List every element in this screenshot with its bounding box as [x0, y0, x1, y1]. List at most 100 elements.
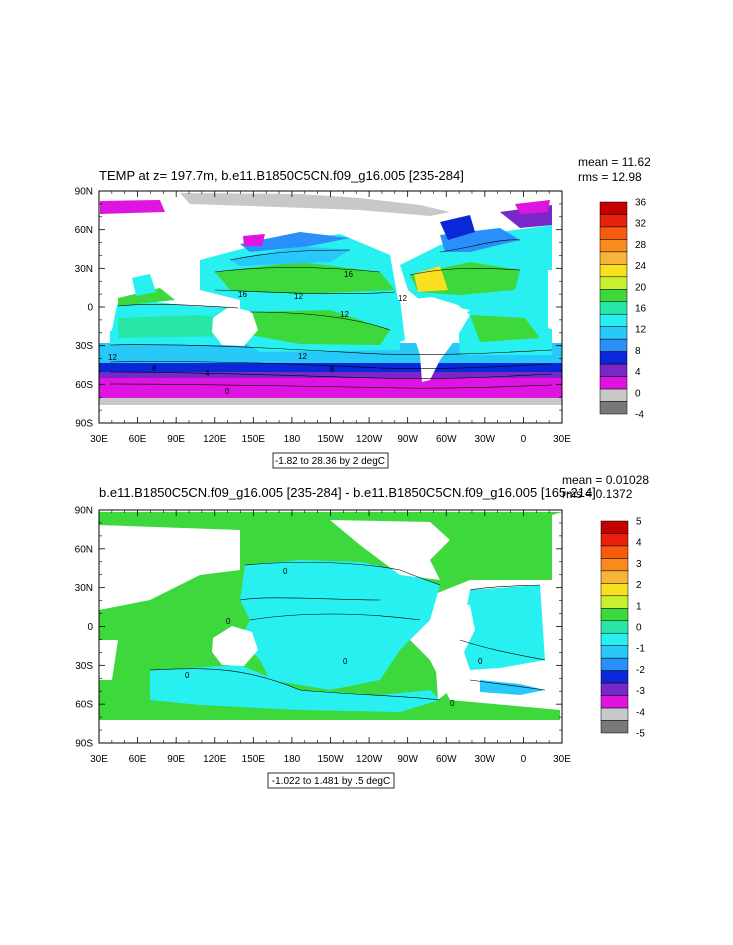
colorbar-swatch	[599, 301, 628, 315]
contour-label: 12	[340, 310, 349, 319]
colorbar-swatch	[600, 682, 629, 696]
south-america	[405, 297, 470, 382]
colorbar-label: 4	[636, 538, 642, 549]
colorbar-label: 20	[635, 282, 647, 293]
contour-label: 0	[185, 671, 190, 680]
lat-label: 60N	[75, 544, 93, 555]
lat-label: 60S	[75, 700, 93, 711]
contour-label: 12	[398, 294, 407, 303]
colorbar-swatch	[599, 326, 628, 340]
lat-label: 90N	[75, 187, 93, 198]
colorbar-swatch	[600, 595, 629, 609]
colorbar-swatch	[600, 707, 629, 721]
lat-label: 90N	[75, 506, 93, 517]
lon-label: 30E	[553, 754, 571, 765]
panel-2-colorbar: 5 4 3 2 1 0 -1 -2 -3 -4 -5	[600, 517, 645, 740]
colorbar-swatch	[599, 313, 628, 327]
panel-1-range-box	[272, 452, 389, 469]
colorbar-label: 8	[635, 346, 641, 357]
colorbar-swatch	[599, 251, 628, 265]
diff-atlantic-cyan	[460, 585, 545, 670]
lon-label: 120W	[356, 754, 383, 765]
panel-2-mean: mean = 0.01028	[562, 473, 649, 487]
lon-label: 30E	[553, 434, 571, 445]
colorbar-swatch	[600, 533, 629, 547]
colorbar-swatch	[599, 338, 628, 352]
lon-label: 90E	[167, 434, 185, 445]
diff-eurasia	[99, 525, 240, 610]
lon-label: 90E	[167, 754, 185, 765]
lon-label: 120W	[356, 434, 383, 445]
lon-label: 60E	[129, 434, 147, 445]
colorbar-label: -4	[636, 707, 645, 718]
panel-1-range-note: -1.82 to 28.36 by 2 degC	[275, 456, 385, 467]
panel-1: TEMP at z= 197.7m, b.e11.B1850C5CN.f09_g…	[75, 155, 651, 469]
colorbar-swatch	[600, 570, 629, 584]
southern-ocean-magenta	[99, 376, 562, 398]
colorbar-swatch	[599, 201, 628, 215]
colorbar-swatch	[599, 276, 628, 290]
colorbar-label: -3	[636, 686, 645, 697]
contour-label: 12	[298, 352, 307, 361]
north-ice	[180, 193, 450, 216]
contour-label: 0	[225, 387, 230, 396]
colorbar-swatch	[600, 545, 629, 559]
lat-label: 30N	[75, 264, 93, 275]
contour-label: 12	[108, 353, 117, 362]
contour-label: 16	[238, 290, 247, 299]
contour-label: 0	[450, 699, 455, 708]
lon-label: 150W	[317, 434, 344, 445]
panel-1-title: TEMP at z= 197.7m, b.e11.B1850C5CN.f09_g…	[99, 168, 464, 183]
colorbar-swatch	[599, 214, 628, 228]
panel-2-axes: 90N 60N 30N 0 30S 60S 90S 30E 60E 90E 120E 150E 180 1…	[75, 506, 572, 766]
lon-label: 30W	[475, 754, 496, 765]
panel-1-contour-labels: 16 16 12 12 12 12 8 4 0 12 8	[108, 270, 407, 396]
colorbar-label: 24	[635, 261, 647, 272]
contour-label: 12	[294, 292, 303, 301]
colorbar-label: -4	[635, 410, 644, 421]
colorbar-label: 4	[635, 367, 641, 378]
contour-label: 8	[152, 364, 157, 373]
contour-label: 0	[283, 567, 288, 576]
diff-pacific-cyan	[240, 560, 440, 690]
colorbar-swatch	[599, 264, 628, 278]
colorbar-swatch	[599, 239, 628, 253]
lon-label: 30E	[90, 434, 108, 445]
southern-ocean-purple	[99, 371, 562, 378]
panel-1-axes: 90N 60N 30N 0 30S 60S 90S 30E 60E 90E 120E 150E 180 1…	[75, 187, 572, 446]
panel-1-colorbar: 36 32 28 24 20 16 12 8 4 0 -4	[599, 198, 647, 421]
lon-label: 150E	[242, 754, 266, 765]
panel-2-range-note: -1.022 to 1.481 by .5 degC	[272, 776, 390, 787]
lat-label: 90S	[75, 419, 93, 430]
lon-label: 0	[521, 754, 527, 765]
contour-label: 0	[226, 617, 231, 626]
southern-africa	[548, 270, 562, 332]
colorbar-swatch	[599, 401, 628, 415]
contour-label: 0	[478, 657, 483, 666]
colorbar-label: -5	[636, 729, 645, 740]
colorbar-swatch	[600, 620, 629, 634]
contour-label: 8	[330, 365, 335, 374]
colorbar-label: 16	[635, 304, 647, 315]
colorbar-label: 2	[636, 580, 642, 591]
lon-label: 90W	[397, 434, 418, 445]
lon-label: 150E	[242, 434, 266, 445]
lon-label: 90W	[397, 754, 418, 765]
lon-label: 120E	[203, 754, 227, 765]
lon-label: 60E	[129, 754, 147, 765]
lat-label: 60S	[75, 380, 93, 391]
colorbar-label: 0	[636, 623, 642, 634]
panel-1-rms: rms = 12.98	[578, 170, 642, 184]
lat-label: 60N	[75, 225, 93, 236]
colorbar-swatch	[600, 695, 629, 709]
lat-label: 30S	[75, 341, 93, 352]
lat-label: 0	[87, 303, 93, 314]
colorbar-label: -2	[636, 665, 645, 676]
panel-2-contour-labels: 0 0 0 0 0 0	[185, 567, 483, 708]
colorbar-swatch	[599, 363, 628, 377]
lat-label: 30N	[75, 583, 93, 594]
colorbar-swatch	[600, 583, 629, 597]
panel-1-map: 16 16 12 12 12 12 8 4 0 12 8	[99, 191, 562, 423]
colorbar-label: 5	[636, 517, 642, 528]
lat-label: 30S	[75, 661, 93, 672]
